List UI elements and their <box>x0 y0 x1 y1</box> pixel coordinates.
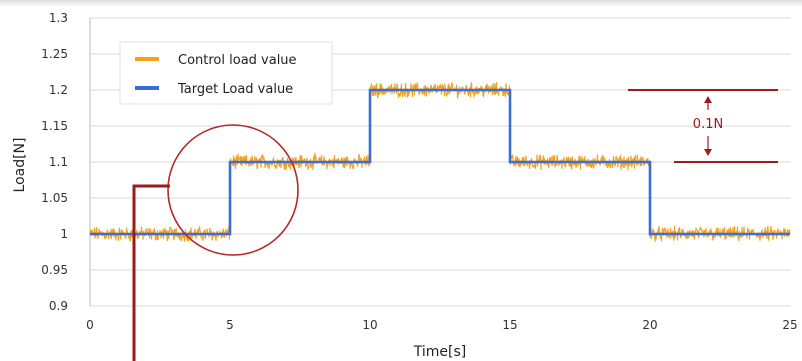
y-tick-label: 1.3 <box>49 11 68 25</box>
legend: Control load value Target Load value <box>119 41 333 105</box>
x-tick-label: 15 <box>502 318 517 332</box>
x-tick-label: 10 <box>362 318 377 332</box>
y-tick-label: 0.9 <box>49 299 68 313</box>
annotations <box>132 89 778 361</box>
arrow-down-head <box>704 149 712 156</box>
x-tick-label: 20 <box>642 318 657 332</box>
x-axis-label: Time[s] <box>413 344 466 360</box>
x-tick-label: 0 <box>86 318 94 332</box>
callout-bracket <box>132 184 170 361</box>
y-tick-label: 1.05 <box>41 191 68 205</box>
x-tick-labels: 0 5 10 15 20 25 <box>86 318 797 332</box>
highlight-circle <box>167 124 299 256</box>
x-tick-label: 25 <box>782 318 797 332</box>
y-tick-labels: 0.9 0.95 1 1.05 1.1 1.15 1.2 1.25 1.3 <box>41 11 68 313</box>
legend-label-control: Control load value <box>178 53 297 68</box>
y-axis-label: Load[N] <box>12 138 28 193</box>
step-size-label: 0.1N <box>693 117 723 132</box>
legend-box <box>119 41 333 105</box>
arrow-up-head <box>704 96 712 103</box>
top-shadow-band <box>0 0 802 7</box>
y-tick-label: 1.25 <box>41 47 68 61</box>
y-tick-label: 1.2 <box>49 83 68 97</box>
x-tick-label: 5 <box>226 318 234 332</box>
legend-label-target: Target Load value <box>177 82 293 97</box>
series-lines <box>89 82 791 242</box>
y-tick-label: 0.95 <box>41 263 68 277</box>
target-load-line <box>90 88 790 236</box>
y-tick-label: 1.1 <box>49 155 68 169</box>
y-tick-label: 1 <box>60 227 68 241</box>
y-tick-label: 1.15 <box>41 119 68 133</box>
